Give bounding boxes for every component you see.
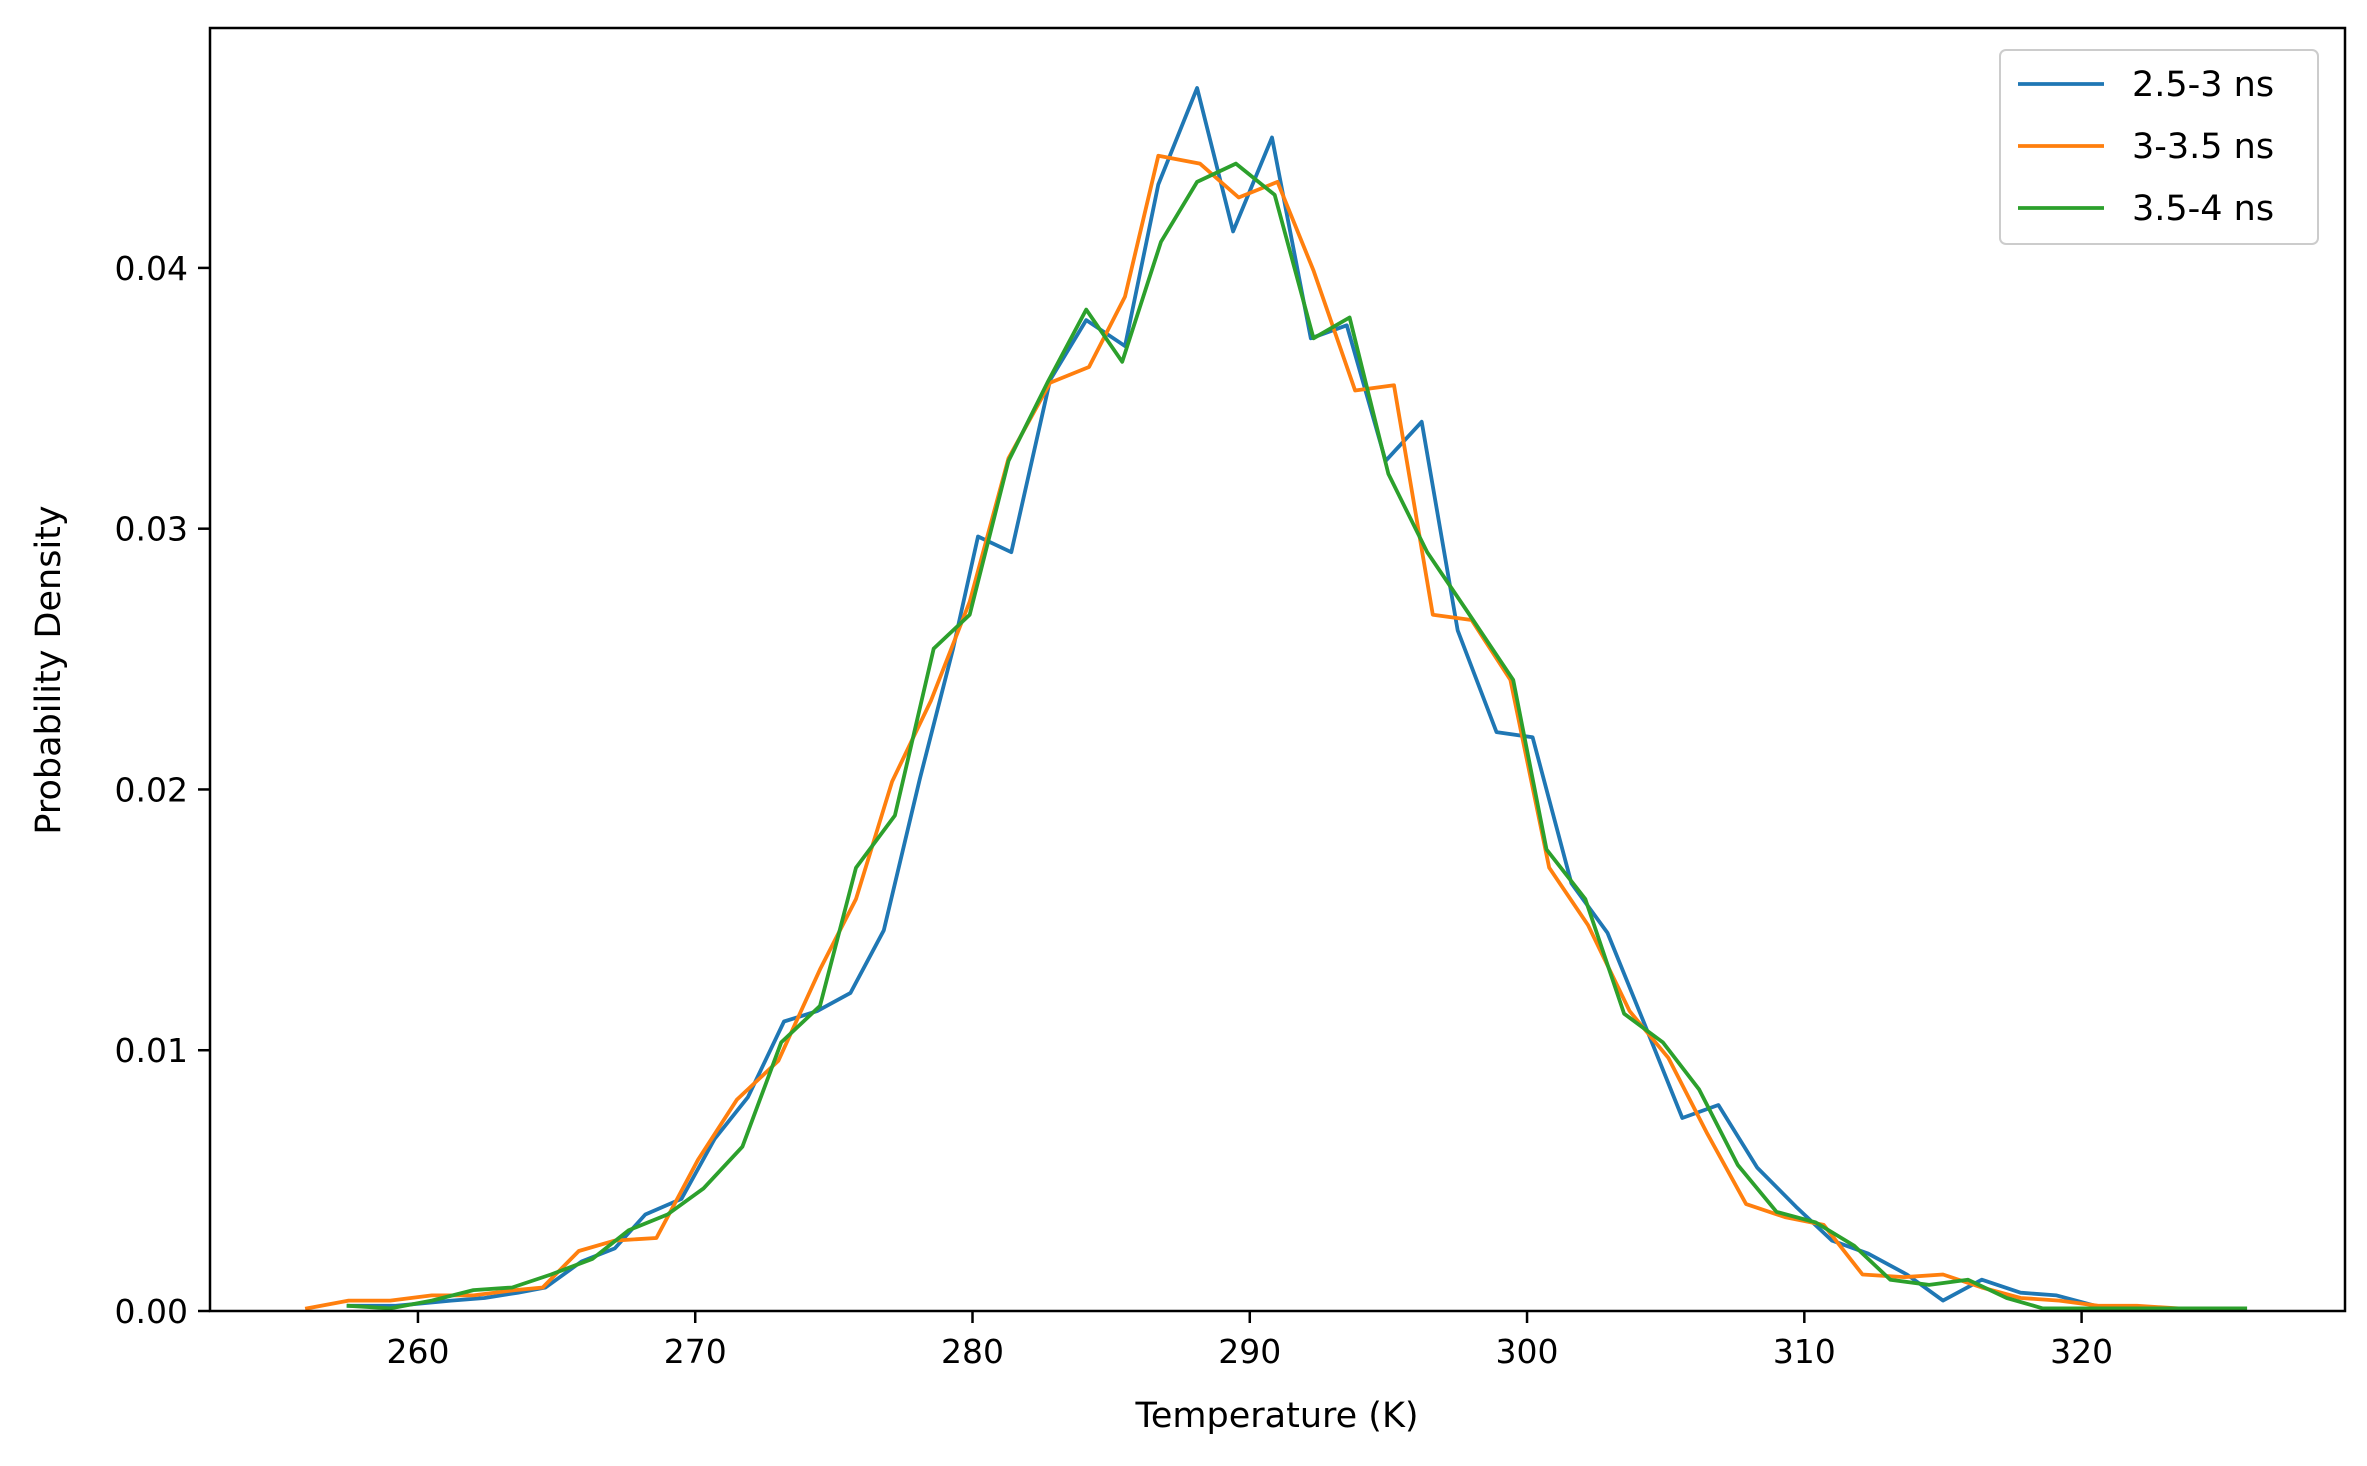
y-tick-label: 0.03 (115, 510, 188, 549)
y-tick-label: 0.01 (115, 1031, 188, 1070)
y-axis: 0.00 0.01 0.02 0.03 0.04 (115, 249, 210, 1331)
legend-label-2: 3-3.5 ns (2132, 127, 2274, 167)
plot-frame (208, 26, 2347, 1313)
legend-label-1: 2.5-3 ns (2132, 65, 2274, 105)
y-tick-label: 0.04 (115, 249, 188, 288)
y-tick-label: 0.00 (115, 1292, 188, 1331)
y-tick-label: 0.02 (115, 770, 188, 809)
x-tick-label: 280 (941, 1332, 1004, 1371)
legend-label-3: 3.5-4 ns (2132, 189, 2274, 229)
series-line-3 (346, 161, 2248, 1311)
series-layer (304, 86, 2248, 1311)
x-tick-label: 310 (1773, 1332, 1836, 1371)
legend: 2.5-3 ns 3-3.5 ns 3.5-4 ns (1999, 49, 2319, 245)
x-axis: 260 270 280 290 300 310 320 (386, 1311, 2113, 1371)
y-axis-label: Probability Density (29, 505, 69, 834)
x-tick-label: 290 (1218, 1332, 1281, 1371)
x-tick-label: 320 (2050, 1332, 2113, 1371)
x-axis-label: Temperature (K) (1134, 1396, 1418, 1436)
x-tick-label: 300 (1496, 1332, 1559, 1371)
x-tick-label: 260 (386, 1332, 449, 1371)
legend-box (1999, 49, 2319, 245)
series-line-2 (304, 153, 2223, 1311)
x-tick-label: 270 (664, 1332, 727, 1371)
